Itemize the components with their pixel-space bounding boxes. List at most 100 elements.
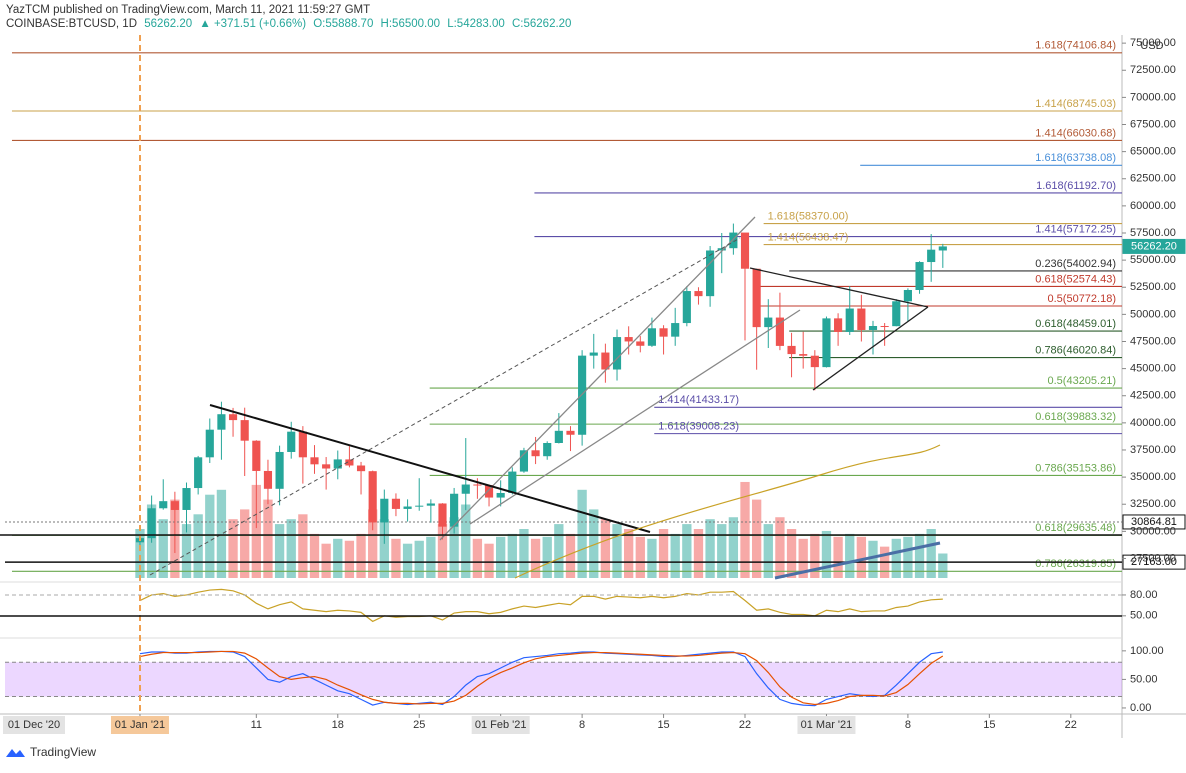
candle-body	[717, 248, 726, 251]
volume-bar	[891, 538, 901, 578]
volume-bar	[240, 509, 250, 578]
candle-body	[461, 484, 470, 494]
volume-bar	[193, 514, 203, 578]
byline: YazTCM published on TradingView.com, Mar…	[6, 4, 370, 16]
rsi-line	[139, 588, 943, 623]
candle-body	[624, 337, 633, 342]
price-tag: 30864.81	[1131, 516, 1177, 528]
candle-body	[612, 337, 622, 370]
volume-bar	[414, 540, 424, 578]
range-start-label: 01 Dec '20	[8, 719, 60, 731]
volume-bar	[682, 524, 692, 578]
x-tick-box	[110, 716, 169, 734]
candle-body	[391, 498, 401, 509]
volume-bar	[251, 484, 261, 578]
price-tag-box	[1122, 554, 1186, 570]
candle-body	[310, 457, 319, 465]
price-tag-box	[1122, 514, 1186, 530]
y-tick-label: 62500.00	[1130, 173, 1176, 185]
candle-body	[194, 457, 203, 489]
volume-bar	[216, 489, 227, 578]
y-tick-label: 52500.00	[1130, 281, 1176, 293]
volume-bar	[542, 536, 552, 578]
volume-bar	[914, 533, 925, 578]
candle-body	[263, 470, 273, 489]
volume-bar	[717, 524, 727, 578]
stoch-k-line	[139, 650, 943, 707]
candle-body	[356, 465, 366, 472]
y-tick-label: 57500.00	[1130, 227, 1176, 239]
high: H:56500.00	[381, 18, 440, 30]
volume-bar	[449, 517, 459, 578]
fib-label: 1.618(63738.08)	[1035, 152, 1116, 164]
x-tick-label: 8	[579, 719, 585, 731]
candle-body	[205, 429, 214, 458]
triangle-line	[812, 306, 929, 391]
candle-body	[380, 498, 389, 523]
volume-bar	[647, 538, 657, 578]
fib-label: 0.618(29635.48)	[1035, 522, 1116, 534]
volume-bar	[321, 543, 331, 578]
volume-bar	[635, 536, 645, 578]
y-tick-label: 32500.00	[1130, 498, 1176, 510]
fib-label: 1.618(61192.70)	[1036, 180, 1116, 192]
candle-body	[298, 431, 307, 458]
candle-body	[938, 246, 947, 251]
channel-mid	[149, 237, 741, 576]
volume-bar	[158, 519, 168, 578]
volume-bar	[693, 529, 704, 578]
candle-body	[287, 431, 296, 452]
volume-bar	[798, 538, 808, 578]
x-tick-box	[797, 716, 856, 734]
candle-body	[868, 326, 878, 330]
candle-body	[880, 326, 889, 328]
candle-body	[694, 291, 703, 297]
price-tag: 27163.00	[1131, 556, 1177, 568]
brand: TradingView	[30, 745, 96, 759]
y-tick-label: 67500.00	[1130, 118, 1176, 130]
candle-body	[333, 459, 342, 469]
candle-body	[438, 503, 447, 527]
x-tick-label: 01 Mar '21	[801, 719, 853, 731]
volume-bar	[530, 538, 541, 578]
candle-body	[927, 249, 936, 263]
volume-bar	[600, 519, 611, 578]
volume-bar	[868, 540, 878, 578]
candle-body	[508, 471, 517, 493]
volume-bar	[402, 543, 413, 578]
y-tick-label: 55000.00	[1130, 254, 1176, 266]
volume-bar	[368, 509, 378, 578]
candle-body	[764, 317, 773, 328]
fib-label: 0.5(43205.21)	[1048, 375, 1117, 387]
fib-label: 1.414(41433.17)	[658, 394, 739, 406]
volume-bar	[344, 540, 355, 578]
y-tick-label: 47500.00	[1130, 335, 1176, 347]
y-tick-label: 35000.00	[1130, 471, 1176, 483]
candle-body	[403, 506, 412, 509]
y-tick-label: 50.00	[1130, 673, 1158, 685]
last-price: 56262.20	[144, 18, 192, 30]
x-tick-box	[471, 716, 530, 734]
candle-body	[857, 308, 866, 330]
candle-body	[834, 318, 843, 332]
volume-bar	[426, 536, 436, 578]
volume-bar	[763, 524, 773, 578]
volume-bar	[298, 514, 308, 578]
fib-label: 1.414(66030.68)	[1035, 127, 1116, 139]
volume-bar	[286, 519, 296, 578]
candle-body	[903, 289, 912, 302]
volume-bar	[624, 529, 634, 578]
moving-average-long	[774, 541, 941, 580]
y-tick-label: 72500.00	[1130, 64, 1176, 76]
candle-body	[473, 484, 482, 486]
volume-bar	[461, 504, 471, 578]
volume-bar	[228, 519, 238, 578]
y-tick-label: 70000.00	[1130, 91, 1176, 103]
symbol: COINBASE:BTCUSD, 1D	[6, 18, 137, 30]
fib-label: 0.5(50772.18)	[1048, 293, 1117, 305]
y-tick-label: 50.00	[1130, 610, 1158, 622]
fib-label: 0.786(26319.85)	[1035, 558, 1116, 570]
fib-label: 1.618(39008.23)	[658, 421, 739, 433]
candle-body	[554, 430, 563, 443]
